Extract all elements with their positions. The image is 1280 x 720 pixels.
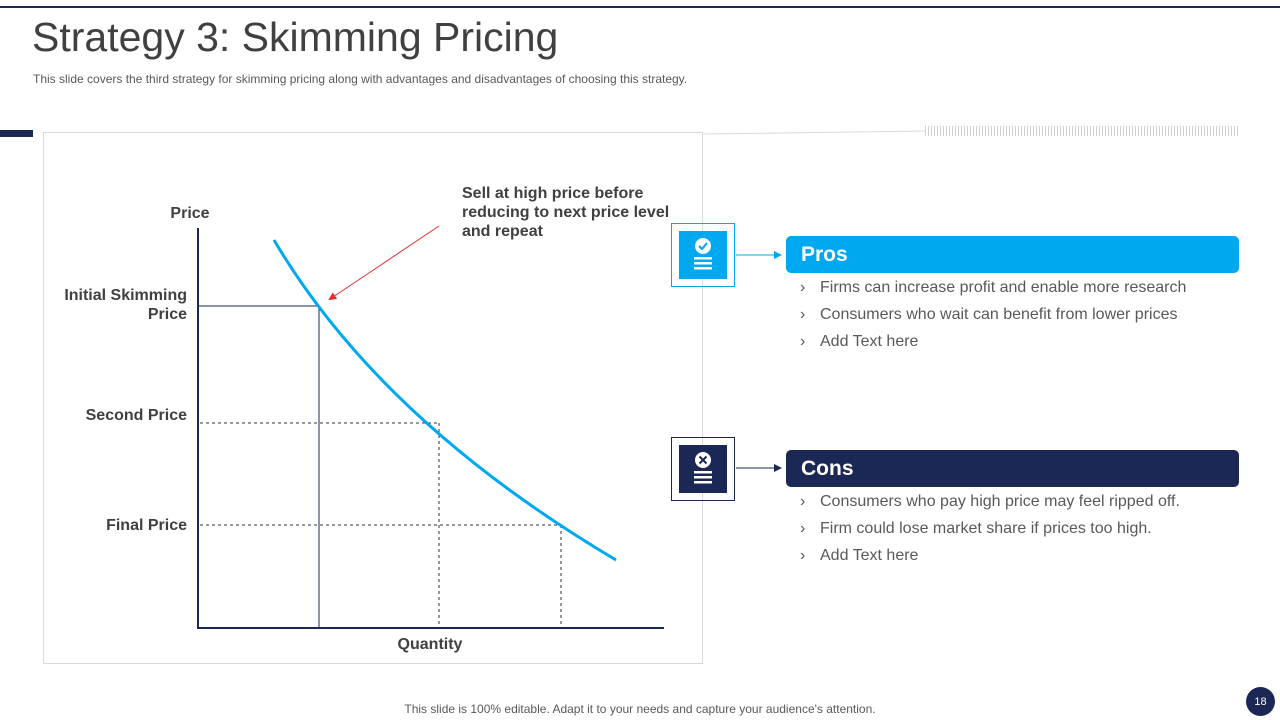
document-check-icon (694, 238, 712, 270)
slide-subtitle: This slide covers the third strategy for… (33, 72, 688, 86)
slide-title: Strategy 3: Skimming Pricing (32, 14, 559, 60)
final-price-label: Final Price (106, 517, 187, 534)
list-item: › Consumers who wait can benefit from low… (800, 305, 1240, 332)
cons-icon-box (671, 437, 735, 501)
chevron-right-icon: › (800, 520, 806, 537)
list-item: › Consumers who pay high price may feel r… (800, 492, 1240, 519)
list-item: › Add Text here (800, 332, 1240, 359)
y-axis-label: Price (170, 205, 210, 222)
side-accent-tab (0, 130, 33, 137)
list-item: › Firm could lose market share if prices … (800, 519, 1240, 546)
document-x-icon (694, 452, 712, 484)
list-item: › Firms can increase profit and enable mo… (800, 278, 1240, 305)
initial-price-label: Initial Skimming Price (64, 287, 187, 323)
x-axis-label: Quantity (397, 636, 463, 653)
cons-heading: Cons (786, 450, 1239, 487)
top-rule (0, 6, 1280, 8)
diagram-frame (43, 132, 703, 664)
pros-icon-box (671, 223, 735, 287)
cons-item-text: Consumers who pay high price may feel ri… (820, 493, 1180, 510)
callout-arrow (328, 225, 440, 301)
pros-item-text: Consumers who wait can benefit from lowe… (820, 306, 1178, 323)
page-number-badge: 18 (1246, 687, 1275, 716)
slide-footer: This slide is 100% editable. Adapt it to… (404, 702, 876, 716)
chevron-right-icon: › (800, 547, 806, 564)
chevron-right-icon: › (800, 306, 806, 323)
cons-list: › Consumers who pay high price may feel r… (800, 492, 1240, 573)
list-item: › Add Text here (800, 546, 1240, 573)
second-price-label: Second Price (85, 407, 187, 424)
pros-item-text: Firms can increase profit and enable mor… (820, 279, 1187, 296)
cons-item-text: Add Text here (820, 547, 919, 564)
chevron-right-icon: › (800, 493, 806, 510)
chevron-right-icon: › (800, 333, 806, 350)
cons-item-text: Firm could lose market share if prices t… (820, 520, 1152, 537)
demand-curve (272, 239, 617, 562)
pros-list: › Firms can increase profit and enable mo… (800, 278, 1240, 359)
decorative-hatch (925, 126, 1240, 136)
connector-top-line (702, 130, 926, 135)
callout-text: Sell at high price before reducing to ne… (462, 185, 670, 240)
pros-item-text: Add Text here (820, 333, 919, 350)
chevron-right-icon: › (800, 279, 806, 296)
pros-heading: Pros (786, 236, 1239, 273)
